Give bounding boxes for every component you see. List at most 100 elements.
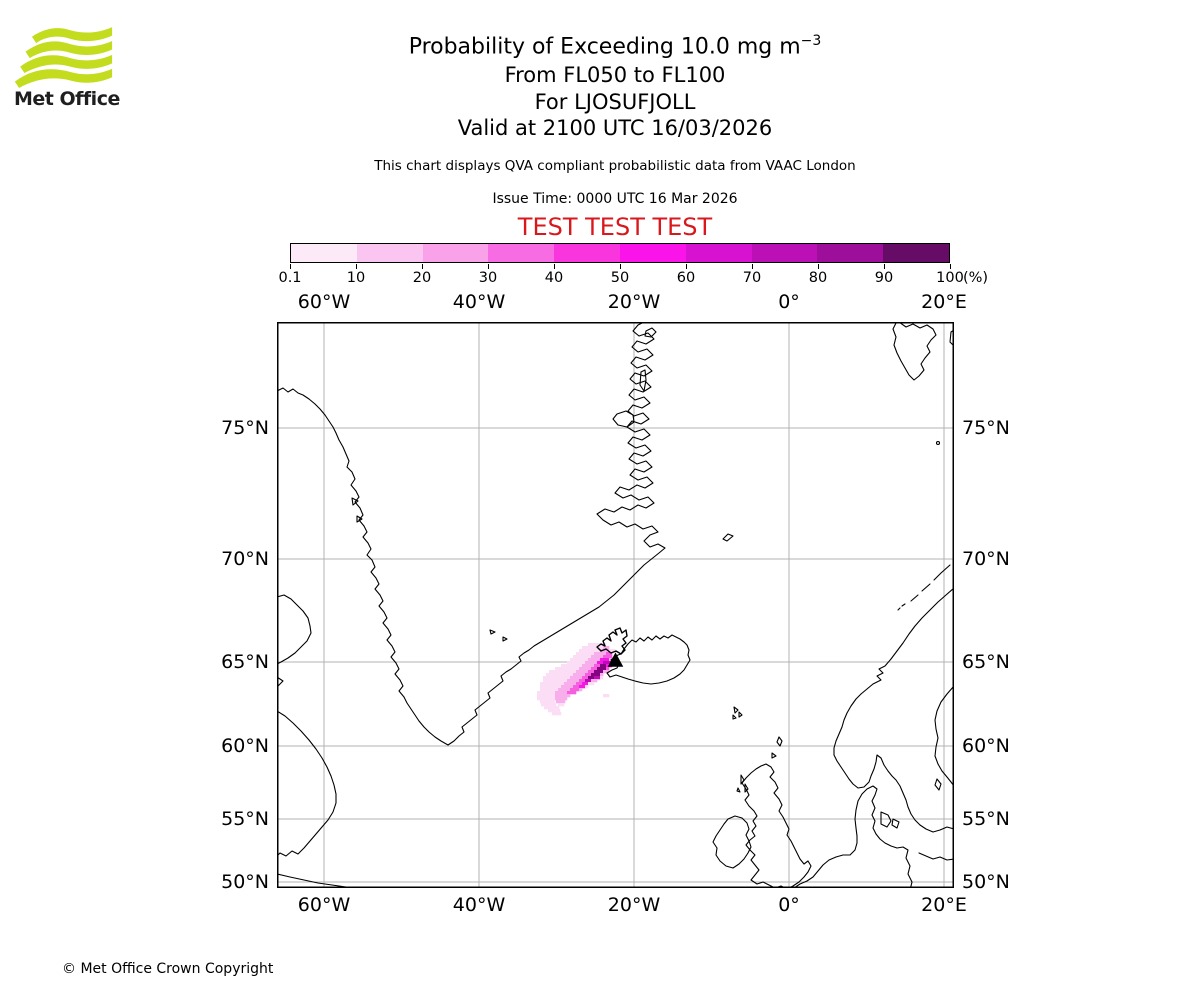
- ash-probability-cell: [591, 667, 598, 671]
- ash-probability-cell: [555, 667, 580, 671]
- colorbar-segment: [554, 244, 620, 262]
- ash-probability-cell: [594, 670, 604, 674]
- ash-probability-cell: [576, 652, 595, 656]
- ash-probability-cell: [582, 676, 589, 680]
- ash-probability-cell: [579, 679, 586, 683]
- subtitle-volcano: For LJOSUFJOLL: [534, 90, 696, 114]
- ash-probability-cell: [606, 667, 610, 671]
- coastline-svalbard: [892, 323, 953, 381]
- ash-probability-cell: [552, 712, 562, 716]
- ash-probability-cell: [540, 688, 559, 692]
- ash-probability-cell: [600, 676, 604, 680]
- ash-probability-cell: [540, 685, 562, 689]
- ash-probability-cell: [579, 685, 586, 689]
- ash-probability-cell: [576, 682, 583, 686]
- colorbar-tick-label: 60: [676, 270, 696, 286]
- title-main: Probability of Exceeding 10.0 mg m: [408, 34, 801, 60]
- colorbar-segment: [422, 244, 489, 262]
- lat-label-right: 60°N: [962, 735, 1010, 757]
- ash-probability-cell: [576, 670, 589, 674]
- colorbar-segment: [619, 244, 686, 262]
- ash-probability-cell: [588, 670, 595, 674]
- volcano-marker: [607, 652, 624, 667]
- logo-wave-stripes: [14, 27, 113, 88]
- colorbar-unit-label: (%): [963, 270, 989, 286]
- lat-label-left: 70°N: [221, 548, 269, 570]
- lat-label-right: 75°N: [962, 417, 1010, 439]
- colorbar-segment: [488, 244, 555, 262]
- ash-probability-cell: [558, 688, 571, 692]
- coastline-lofoten: [897, 564, 951, 611]
- ash-probability-cell: [606, 652, 613, 656]
- lon-label-top: 20°E: [921, 291, 967, 313]
- ash-probability-cell: [546, 673, 574, 677]
- colorbar-tick-label: 0.1: [278, 270, 302, 286]
- lon-label-bottom: 20°E: [921, 894, 967, 916]
- ash-probability-cell: [585, 679, 592, 683]
- lon-label-top: 0°: [778, 291, 800, 313]
- title-exponent: −3: [800, 33, 822, 49]
- ash-probability-cell: [540, 682, 565, 686]
- ash-probability-cell: [597, 667, 607, 671]
- ash-probability-cell: [570, 688, 580, 692]
- colorbar-segment: [356, 244, 423, 262]
- colorbar-tick: [817, 264, 819, 269]
- coastline-jan-mayen: [722, 533, 734, 542]
- colorbar-tick-label: 20: [412, 270, 432, 286]
- colorbar-segment: [817, 244, 884, 262]
- ash-probability-cell: [541, 703, 557, 707]
- lat-label-left: 75°N: [221, 417, 269, 439]
- ash-probability-cell: [600, 664, 607, 668]
- lat-label-left: 65°N: [221, 651, 269, 673]
- ash-probability-cell: [573, 655, 592, 659]
- ash-probability-cell: [603, 655, 613, 659]
- ash-probability-cell: [573, 673, 586, 677]
- subtitle-valid-time: Valid at 2100 UTC 16/03/2026: [457, 116, 773, 140]
- ash-probability-cell: [570, 676, 583, 680]
- colorbar-tick-label: 30: [478, 270, 498, 286]
- ash-probability-cell: [579, 667, 592, 671]
- ash-probability-cell: [588, 658, 601, 662]
- colorbar-tick: [421, 264, 423, 269]
- coastline-baffin-island: [278, 594, 312, 687]
- ash-probability-cell: [555, 694, 571, 698]
- lon-label-bottom: 40°W: [452, 894, 506, 916]
- coastline-iceland: [606, 634, 691, 685]
- ash-probability-cell: [588, 676, 595, 680]
- ash-probability-cell: [549, 670, 577, 674]
- colorbar-tick: [685, 264, 687, 269]
- colorbar-tick-area: 0.1 10 20 30 40 50 60 70 80 90 100: [278, 263, 964, 293]
- lat-label-left: 55°N: [221, 808, 269, 830]
- map-canvas: [277, 322, 954, 888]
- coastline-continent-denmark: [794, 785, 953, 887]
- ash-probability-cell: [567, 661, 586, 665]
- lon-label-bottom: 0°: [778, 894, 800, 916]
- met-office-logo: [14, 27, 113, 88]
- colorbar-tick: [751, 264, 753, 269]
- lon-label-bottom: 60°W: [297, 894, 351, 916]
- coastline-greenland: [278, 323, 666, 746]
- ash-probability-cell: [567, 679, 580, 683]
- ash-probability-cell: [537, 697, 556, 701]
- copyright-notice: © Met Office Crown Copyright: [62, 961, 274, 977]
- lat-label-right: 55°N: [962, 808, 1010, 830]
- ash-plume: [537, 643, 616, 716]
- ash-probability-cell: [588, 682, 595, 686]
- ash-probability-cell: [594, 664, 601, 668]
- coastline-ireland: [712, 815, 752, 869]
- subtitle-flight-levels: From FL050 to FL100: [504, 63, 726, 87]
- lat-label-right: 50°N: [962, 871, 1010, 893]
- ash-probability-cell: [544, 706, 560, 710]
- lon-label-top: 20°W: [607, 291, 661, 313]
- ash-probability-cell: [561, 664, 583, 668]
- ash-probability-cell: [537, 691, 556, 695]
- page-title: Probability of Exceeding 10.0 mg m−3: [15, 27, 1200, 61]
- ash-probability-cell: [597, 661, 604, 665]
- coastline-bear-island: [935, 440, 941, 446]
- ash-probability-cell: [555, 691, 568, 695]
- ash-probability-cell: [582, 646, 604, 650]
- ash-probability-cell: [548, 709, 561, 713]
- colorbar-tick: [553, 264, 555, 269]
- lat-label-right: 70°N: [962, 548, 1010, 570]
- ash-probability-cell: [600, 649, 610, 653]
